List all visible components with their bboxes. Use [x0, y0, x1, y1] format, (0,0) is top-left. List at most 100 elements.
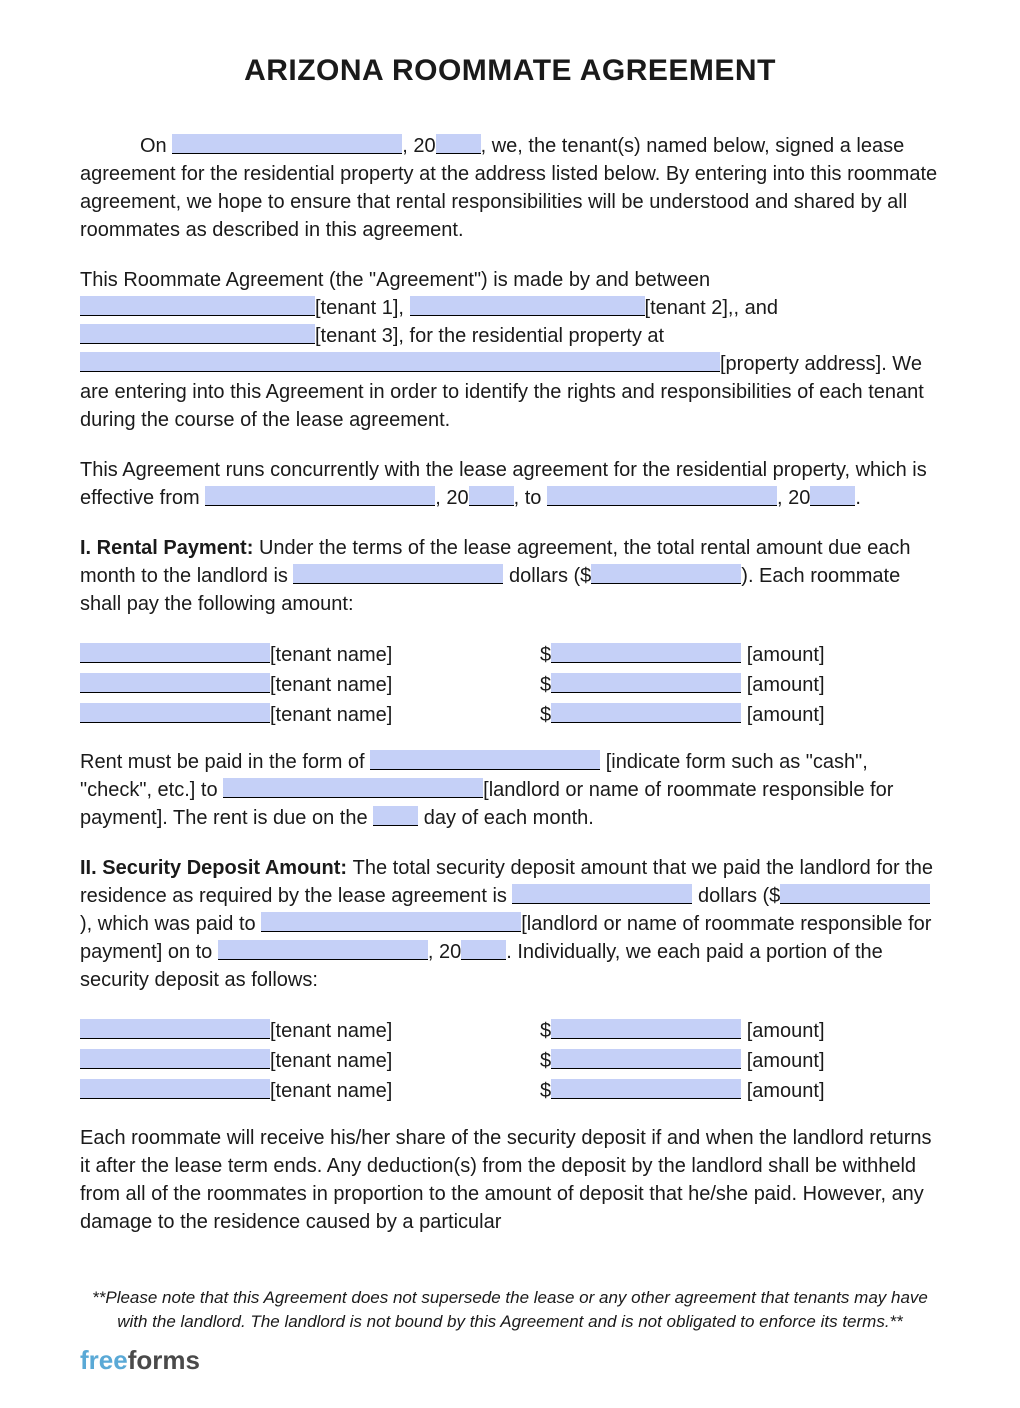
text: [amount]: [747, 704, 825, 726]
text: [tenant name]: [270, 1020, 392, 1042]
text: On: [140, 135, 172, 157]
blank-tenant-amount[interactable]: [551, 1079, 741, 1099]
text: $: [540, 1080, 551, 1102]
blank-date-year[interactable]: [436, 134, 481, 154]
text: dollars ($: [503, 565, 591, 587]
document-title: ARIZONA ROOMMATE AGREEMENT: [80, 50, 940, 92]
blank-tenant-1[interactable]: [80, 296, 315, 316]
blank-tenant-amount[interactable]: [551, 673, 741, 693]
text: [amount]: [747, 674, 825, 696]
table-row: [tenant name] $ [amount]: [80, 1016, 940, 1046]
blank-tenant-2[interactable]: [410, 296, 645, 316]
blank-effective-from-date[interactable]: [205, 486, 435, 506]
tenant-amount-cell: $ [amount]: [510, 670, 940, 700]
blank-tenant-name[interactable]: [80, 1049, 270, 1069]
table-row: [tenant name] $ [amount]: [80, 640, 940, 670]
tenant-amount-cell: $ [amount]: [510, 1016, 940, 1046]
text: dollars ($: [692, 885, 780, 907]
blank-deposit-paid-to[interactable]: [261, 912, 521, 932]
logo-forms: forms: [128, 1345, 200, 1375]
blank-tenant-name[interactable]: [80, 703, 270, 723]
text: [tenant name]: [270, 644, 392, 666]
blank-tenant-amount[interactable]: [551, 703, 741, 723]
text: [tenant name]: [270, 674, 392, 696]
text: [amount]: [747, 1020, 825, 1042]
text: ), which was paid to: [80, 913, 261, 935]
table-row: [tenant name] $ [amount]: [80, 670, 940, 700]
table-row: [tenant name] $ [amount]: [80, 700, 940, 730]
text: , 20: [428, 941, 461, 963]
intro-paragraph-3: This Agreement runs concurrently with th…: [80, 456, 940, 512]
text: [amount]: [747, 1080, 825, 1102]
intro-paragraph-1: On , 20, we, the tenant(s) named below, …: [80, 132, 940, 244]
tenant-amount-cell: $ [amount]: [510, 1046, 940, 1076]
document-page: ARIZONA ROOMMATE AGREEMENT On , 20, we, …: [0, 0, 1020, 1408]
blank-tenant-amount[interactable]: [551, 1049, 741, 1069]
section-1-tenant-table: [tenant name] $ [amount] [tenant name] $…: [80, 640, 940, 730]
text: day of each month.: [418, 807, 594, 829]
blank-tenant-name[interactable]: [80, 673, 270, 693]
tenant-name-cell: [tenant name]: [80, 640, 510, 670]
blank-deposit-dollars-words[interactable]: [512, 884, 692, 904]
text: [tenant name]: [270, 1080, 392, 1102]
section-1-payment-form: Rent must be paid in the form of [indica…: [80, 748, 940, 832]
text: $: [540, 1050, 551, 1072]
section-2-closing: Each roommate will receive his/her share…: [80, 1124, 940, 1236]
text: [tenant name]: [270, 1050, 392, 1072]
blank-tenant-amount[interactable]: [551, 643, 741, 663]
blank-tenant-3[interactable]: [80, 324, 315, 344]
blank-tenant-name[interactable]: [80, 643, 270, 663]
tenant-name-cell: [tenant name]: [80, 1046, 510, 1076]
tenant-amount-cell: $ [amount]: [510, 700, 940, 730]
footnote: **Please note that this Agreement does n…: [80, 1286, 940, 1334]
intro-paragraph-2: This Roommate Agreement (the "Agreement"…: [80, 266, 940, 434]
text: This Roommate Agreement (the "Agreement"…: [80, 269, 710, 291]
tenant-name-cell: [tenant name]: [80, 1016, 510, 1046]
blank-rent-dollars-numeric[interactable]: [591, 564, 741, 584]
text: $: [540, 704, 551, 726]
text: $: [540, 1020, 551, 1042]
blank-deposit-paid-year[interactable]: [461, 940, 506, 960]
blank-effective-to-date[interactable]: [547, 486, 777, 506]
text: [tenant 2],, and: [645, 297, 778, 319]
section-2-tenant-table: [tenant name] $ [amount] [tenant name] $…: [80, 1016, 940, 1106]
section-2-heading: II. Security Deposit Amount:: [80, 857, 353, 879]
tenant-amount-cell: $ [amount]: [510, 1076, 940, 1106]
blank-deposit-paid-date[interactable]: [218, 940, 428, 960]
text: [tenant 1],: [315, 297, 410, 319]
blank-tenant-name[interactable]: [80, 1079, 270, 1099]
text: [amount]: [747, 1050, 825, 1072]
text: [amount]: [747, 644, 825, 666]
tenant-name-cell: [tenant name]: [80, 700, 510, 730]
tenant-name-cell: [tenant name]: [80, 670, 510, 700]
blank-rent-dollars-words[interactable]: [293, 564, 503, 584]
freeforms-logo: freeforms: [80, 1342, 940, 1378]
text: , 20: [435, 487, 468, 509]
section-2-security-deposit: II. Security Deposit Amount: The total s…: [80, 854, 940, 994]
blank-property-address[interactable]: [80, 352, 720, 372]
text: [tenant 3], for the residential property…: [315, 325, 664, 347]
text: .: [855, 487, 861, 509]
text: [tenant name]: [270, 704, 392, 726]
text: Rent must be paid in the form of: [80, 751, 370, 773]
section-1-heading: I. Rental Payment:: [80, 537, 259, 559]
blank-payment-form[interactable]: [370, 750, 600, 770]
table-row: [tenant name] $ [amount]: [80, 1076, 940, 1106]
blank-effective-to-year[interactable]: [810, 486, 855, 506]
tenant-name-cell: [tenant name]: [80, 1076, 510, 1106]
tenant-amount-cell: $ [amount]: [510, 640, 940, 670]
blank-effective-from-year[interactable]: [469, 486, 514, 506]
text: $: [540, 674, 551, 696]
logo-free: free: [80, 1345, 128, 1375]
table-row: [tenant name] $ [amount]: [80, 1046, 940, 1076]
text: , 20: [777, 487, 810, 509]
text: Each roommate will receive his/her share…: [80, 1127, 932, 1233]
blank-deposit-dollars-numeric[interactable]: [780, 884, 930, 904]
blank-tenant-name[interactable]: [80, 1019, 270, 1039]
blank-due-day[interactable]: [373, 806, 418, 826]
text: $: [540, 644, 551, 666]
blank-date-month-day[interactable]: [172, 134, 402, 154]
blank-payment-to[interactable]: [223, 778, 483, 798]
blank-tenant-amount[interactable]: [551, 1019, 741, 1039]
text: , to: [514, 487, 547, 509]
